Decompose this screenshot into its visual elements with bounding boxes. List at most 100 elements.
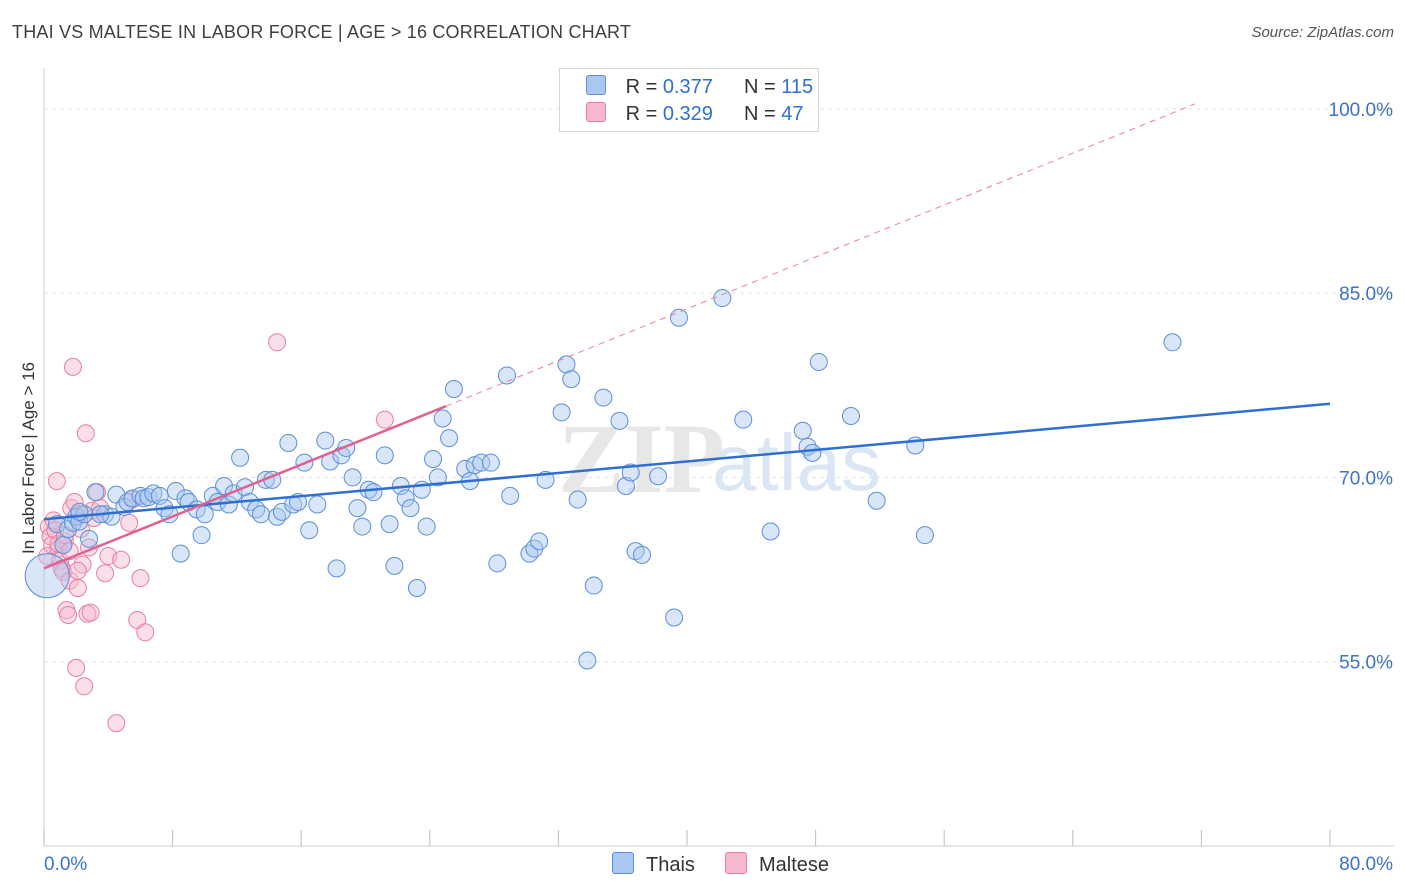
thai-point xyxy=(272,502,291,521)
maltese-point xyxy=(68,579,87,597)
maltese-trend-extension xyxy=(445,103,1196,407)
maltese-point xyxy=(131,569,150,588)
axes xyxy=(43,68,1394,847)
maltese-point xyxy=(112,550,131,569)
thai-point xyxy=(380,515,399,534)
bottom-legend-swatch-maltese xyxy=(725,852,747,874)
thai-point xyxy=(171,544,190,563)
thai-point xyxy=(488,554,507,573)
thai-point xyxy=(867,491,886,510)
thai-point xyxy=(584,576,603,595)
maltese-point xyxy=(81,603,100,622)
thai-point xyxy=(348,499,367,518)
legend-r-label: R = xyxy=(625,103,658,125)
bottom-legend-thais: Thais xyxy=(612,852,695,877)
chart-title: THAI VS MALTESE IN LABOR FORCE | AGE > 1… xyxy=(12,22,632,42)
thai-point xyxy=(734,410,753,429)
watermark: ZIP atlas xyxy=(558,403,881,514)
y-tick-label: 70.0% xyxy=(1339,468,1393,489)
y-tick-label: 55.0% xyxy=(1339,653,1393,674)
trend-lines xyxy=(43,103,1331,570)
thai-point xyxy=(472,453,491,472)
thai-point xyxy=(308,495,327,514)
thai-point xyxy=(803,443,822,462)
thai-point xyxy=(316,431,335,450)
thai-point xyxy=(578,651,597,670)
thai-point xyxy=(300,521,319,540)
thai-point xyxy=(166,481,185,500)
thai-point xyxy=(396,489,415,508)
thai-point xyxy=(375,446,394,465)
maltese-point xyxy=(375,410,394,429)
legend-swatch-maltese xyxy=(586,102,606,122)
thai-point xyxy=(428,468,447,487)
thai-point xyxy=(568,490,587,509)
thai-point xyxy=(915,526,934,545)
thai-point xyxy=(24,553,70,599)
legend-n-value: 47 xyxy=(781,103,804,125)
chart-source: Source: ZipAtlas.com xyxy=(1251,24,1394,41)
legend-row-maltese: R = 0.329 N = 47 xyxy=(586,102,804,126)
thai-point xyxy=(268,507,287,526)
x-tick-label: 0.0% xyxy=(44,854,87,875)
thai-point xyxy=(594,388,613,407)
watermark-zip: ZIP xyxy=(558,403,725,514)
thai-point xyxy=(665,608,684,627)
thai-point xyxy=(497,366,516,385)
bottom-legend-label-thais: Thais xyxy=(646,854,695,876)
thai-point xyxy=(610,411,629,430)
thai-point xyxy=(520,544,539,563)
maltese-point xyxy=(120,513,139,532)
thai-point xyxy=(562,370,581,389)
thai-point xyxy=(343,468,362,487)
thai-point xyxy=(417,517,436,536)
thai-point xyxy=(616,477,635,496)
y-axis-label: In Labor Force | Age > 16 xyxy=(19,362,38,554)
maltese-point xyxy=(96,564,115,583)
maltese-point xyxy=(67,658,86,677)
thai-point xyxy=(552,403,571,422)
maltese-point xyxy=(75,677,94,696)
bottom-legend-label-maltese: Maltese xyxy=(759,854,830,876)
thai-point xyxy=(1163,333,1182,352)
thai-point xyxy=(80,529,99,548)
thai-point xyxy=(557,355,576,374)
y-tick-labels: 55.0% 70.0% 85.0% 100.0% xyxy=(1329,100,1394,674)
maltese-point xyxy=(76,424,95,443)
thai-point xyxy=(481,453,500,472)
legend-n-label: N = xyxy=(744,103,776,125)
thai-point xyxy=(353,517,372,536)
maltese-trend-line xyxy=(43,405,447,570)
x-tick-label: 80.0% xyxy=(1339,854,1393,875)
legend-n-value: 115 xyxy=(781,76,814,98)
thai-point xyxy=(192,526,211,545)
thai-point xyxy=(761,522,780,541)
thai-point xyxy=(252,505,271,524)
thai-point xyxy=(632,545,651,564)
thai-point xyxy=(530,532,549,551)
thai-point xyxy=(433,409,452,428)
thai-point xyxy=(385,556,404,575)
x-tick-labels: 0.0% 80.0% xyxy=(44,854,1393,875)
thai-point xyxy=(47,515,66,534)
thai-point xyxy=(669,308,688,327)
thai-point xyxy=(440,429,459,448)
thai-point xyxy=(327,559,346,578)
maltese-point xyxy=(107,714,126,733)
legend-r-value: 0.329 xyxy=(662,103,713,125)
thai-trend-line xyxy=(43,402,1331,521)
thai-point xyxy=(401,499,420,518)
thai-point xyxy=(444,379,463,398)
thai-point xyxy=(407,579,426,597)
bottom-legend-maltese: Maltese xyxy=(725,852,829,877)
grid-lines xyxy=(44,108,1394,663)
maltese-point xyxy=(136,623,155,642)
thai-point xyxy=(54,536,73,554)
y-tick-label: 100.0% xyxy=(1329,100,1394,121)
legend-n-label: N = xyxy=(744,76,776,98)
thai-point xyxy=(195,505,214,524)
thai-point xyxy=(713,289,732,308)
legend-swatch-thais xyxy=(586,75,606,95)
thai-point xyxy=(279,434,298,453)
